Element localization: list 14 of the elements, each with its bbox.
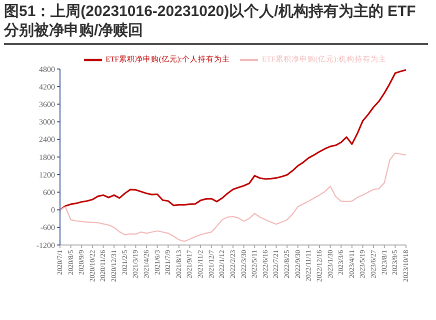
- y-tick-label: 3000: [39, 118, 55, 127]
- y-tick-label: 4800: [39, 64, 55, 74]
- y-tick-label: 1800: [39, 152, 55, 162]
- y-tick-label: 4200: [39, 82, 55, 92]
- y-tick-label: -600: [40, 223, 55, 232]
- y-tick-label: 0: [51, 206, 55, 215]
- y-tick-label: 3600: [39, 100, 55, 110]
- y-tick-label: -1200: [36, 240, 55, 250]
- line-series: [60, 152, 406, 242]
- y-tick-label: 1200: [39, 170, 55, 180]
- line-series: [60, 69, 406, 211]
- y-tick-label: 2400: [39, 135, 55, 144]
- y-tick-label: 600: [43, 188, 55, 198]
- chart-title: 图51：上周(20231016-20231020)以个人/机构持有为主的 ETF 分别被净申购/净赎回: [4, 2, 417, 40]
